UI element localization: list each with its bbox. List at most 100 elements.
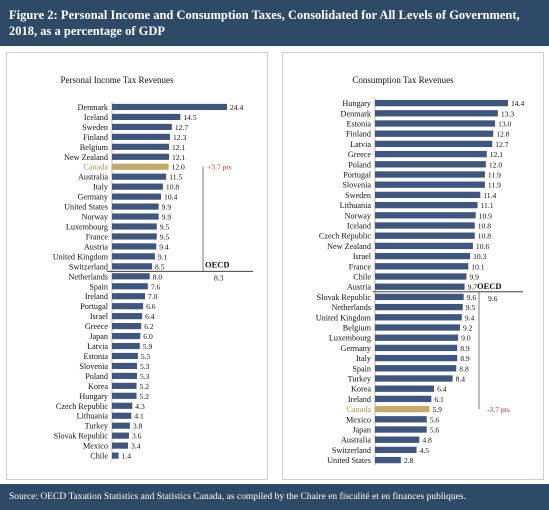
category-label: France bbox=[349, 262, 372, 271]
difference-annotation: -3.7 pts bbox=[487, 405, 510, 414]
bar-estonia bbox=[112, 352, 138, 360]
value-label: 24.4 bbox=[230, 103, 243, 112]
figure-title-line1: Figure 2: Personal Income and Consumptio… bbox=[9, 8, 520, 22]
category-label: Lithuania bbox=[77, 412, 109, 421]
value-label: 5.9 bbox=[143, 342, 153, 351]
bar-hungary bbox=[112, 392, 137, 399]
value-label: 9.5 bbox=[160, 223, 170, 232]
value-label: 5.3 bbox=[140, 372, 150, 381]
category-label: Norway bbox=[82, 213, 109, 222]
category-label: United States bbox=[327, 456, 371, 465]
category-label: Chile bbox=[90, 452, 108, 461]
category-label: United Kingdom bbox=[316, 313, 372, 322]
value-label: 4.5 bbox=[420, 446, 430, 455]
bar-ireland bbox=[375, 395, 432, 403]
category-label: Turkey bbox=[85, 422, 109, 431]
value-label: 12.0 bbox=[489, 160, 502, 169]
category-label: Slovenia bbox=[79, 362, 108, 371]
category-label: Canada bbox=[346, 405, 371, 414]
category-label: Poland bbox=[348, 160, 371, 169]
category-label: Luxembourg bbox=[66, 223, 108, 232]
category-label: Belgium bbox=[343, 324, 372, 333]
oecd-value-label: 8.3 bbox=[214, 273, 224, 282]
value-label: 11.4 bbox=[483, 191, 496, 200]
value-label: 10.4 bbox=[164, 193, 177, 202]
category-label: Portugal bbox=[343, 171, 371, 180]
category-label: Germany bbox=[341, 344, 372, 353]
category-label: Mexico bbox=[83, 442, 108, 451]
bar-sweden bbox=[112, 123, 172, 130]
value-label: 9.6 bbox=[467, 293, 477, 302]
category-label: Ireland bbox=[348, 395, 371, 404]
bar-germany bbox=[112, 193, 162, 200]
category-label: Chile bbox=[353, 273, 371, 282]
category-label: Portugal bbox=[80, 302, 108, 311]
bar-luxembourg bbox=[112, 223, 157, 230]
category-label: Switzerland bbox=[332, 446, 371, 455]
value-label: 9.0 bbox=[461, 334, 471, 343]
value-label: 9.5 bbox=[466, 303, 476, 312]
category-label: Latvia bbox=[87, 342, 108, 351]
bar-netherlands bbox=[112, 273, 150, 280]
bar-sweden bbox=[375, 191, 481, 199]
value-label: 9.5 bbox=[160, 232, 170, 241]
value-label: 9.9 bbox=[469, 273, 479, 282]
category-label: United States bbox=[64, 203, 108, 212]
bar-turkey bbox=[375, 375, 453, 382]
bar-poland bbox=[375, 161, 486, 168]
chart-title: Consumption Tax Revenues bbox=[352, 75, 454, 85]
category-label: Latvia bbox=[350, 140, 371, 149]
category-label: Czech Republic bbox=[319, 232, 371, 241]
bar-canada bbox=[375, 405, 430, 413]
value-label: 2.8 bbox=[404, 456, 414, 465]
value-label: 10.8 bbox=[478, 222, 491, 231]
category-label: Greece bbox=[85, 322, 109, 331]
bar-israel bbox=[112, 313, 143, 320]
category-label: Switzerland bbox=[69, 262, 108, 271]
category-label: United Kingdom bbox=[53, 252, 109, 261]
bar-chile bbox=[375, 273, 467, 280]
value-label: 9.2 bbox=[463, 324, 473, 333]
bar-finland bbox=[112, 133, 170, 140]
value-label: 5.9 bbox=[432, 405, 442, 414]
value-label: 5.2 bbox=[140, 382, 150, 391]
bar-united-kingdom bbox=[112, 253, 155, 260]
value-label: 12.8 bbox=[496, 130, 509, 139]
income-tax-chart: Personal Income Tax Revenues Denmark 24.4 I… bbox=[53, 75, 253, 461]
category-label: France bbox=[86, 232, 109, 241]
category-label: Hungary bbox=[79, 392, 109, 401]
bar-switzerland bbox=[112, 263, 153, 270]
category-label: Italy bbox=[356, 354, 372, 363]
category-label: Denmark bbox=[78, 103, 109, 112]
bar-czech-republic bbox=[112, 402, 133, 409]
category-label: Poland bbox=[85, 372, 108, 381]
bar-netherlands bbox=[375, 303, 463, 311]
category-label: Slovak Republic bbox=[54, 432, 109, 441]
bar-italy bbox=[375, 354, 458, 362]
value-label: 10.1 bbox=[471, 262, 484, 271]
category-label: Canada bbox=[83, 163, 108, 172]
category-label: Mexico bbox=[346, 415, 371, 424]
category-label: Belgium bbox=[80, 143, 109, 152]
value-label: 10.3 bbox=[473, 252, 486, 261]
bar-mexico bbox=[112, 442, 129, 449]
bar-denmark bbox=[112, 103, 227, 111]
value-label: 6.0 bbox=[143, 332, 153, 341]
category-label: Hungary bbox=[342, 99, 372, 108]
category-label: Italy bbox=[93, 183, 109, 192]
value-label: 9.9 bbox=[162, 203, 172, 212]
bar-mexico bbox=[375, 416, 427, 423]
category-label: Austria bbox=[347, 283, 371, 292]
value-label: 12.1 bbox=[172, 153, 185, 162]
figure-title-line2: 2018, as a percentage of GDP bbox=[9, 24, 165, 38]
value-label: 12.1 bbox=[172, 143, 185, 152]
bar-turkey bbox=[112, 422, 130, 429]
category-label: Estonia bbox=[346, 120, 371, 129]
bar-latvia bbox=[375, 140, 493, 148]
value-label: 6.1 bbox=[434, 395, 444, 404]
value-label: 9.7 bbox=[468, 283, 478, 292]
consumption-tax-panel: Consumption Tax Revenues Hungary 14.4 Denma… bbox=[282, 52, 544, 480]
bar-slovak-republic bbox=[112, 432, 129, 439]
consumption-tax-chart: Consumption Tax Revenues Hungary 14.4 Denma… bbox=[316, 75, 524, 466]
